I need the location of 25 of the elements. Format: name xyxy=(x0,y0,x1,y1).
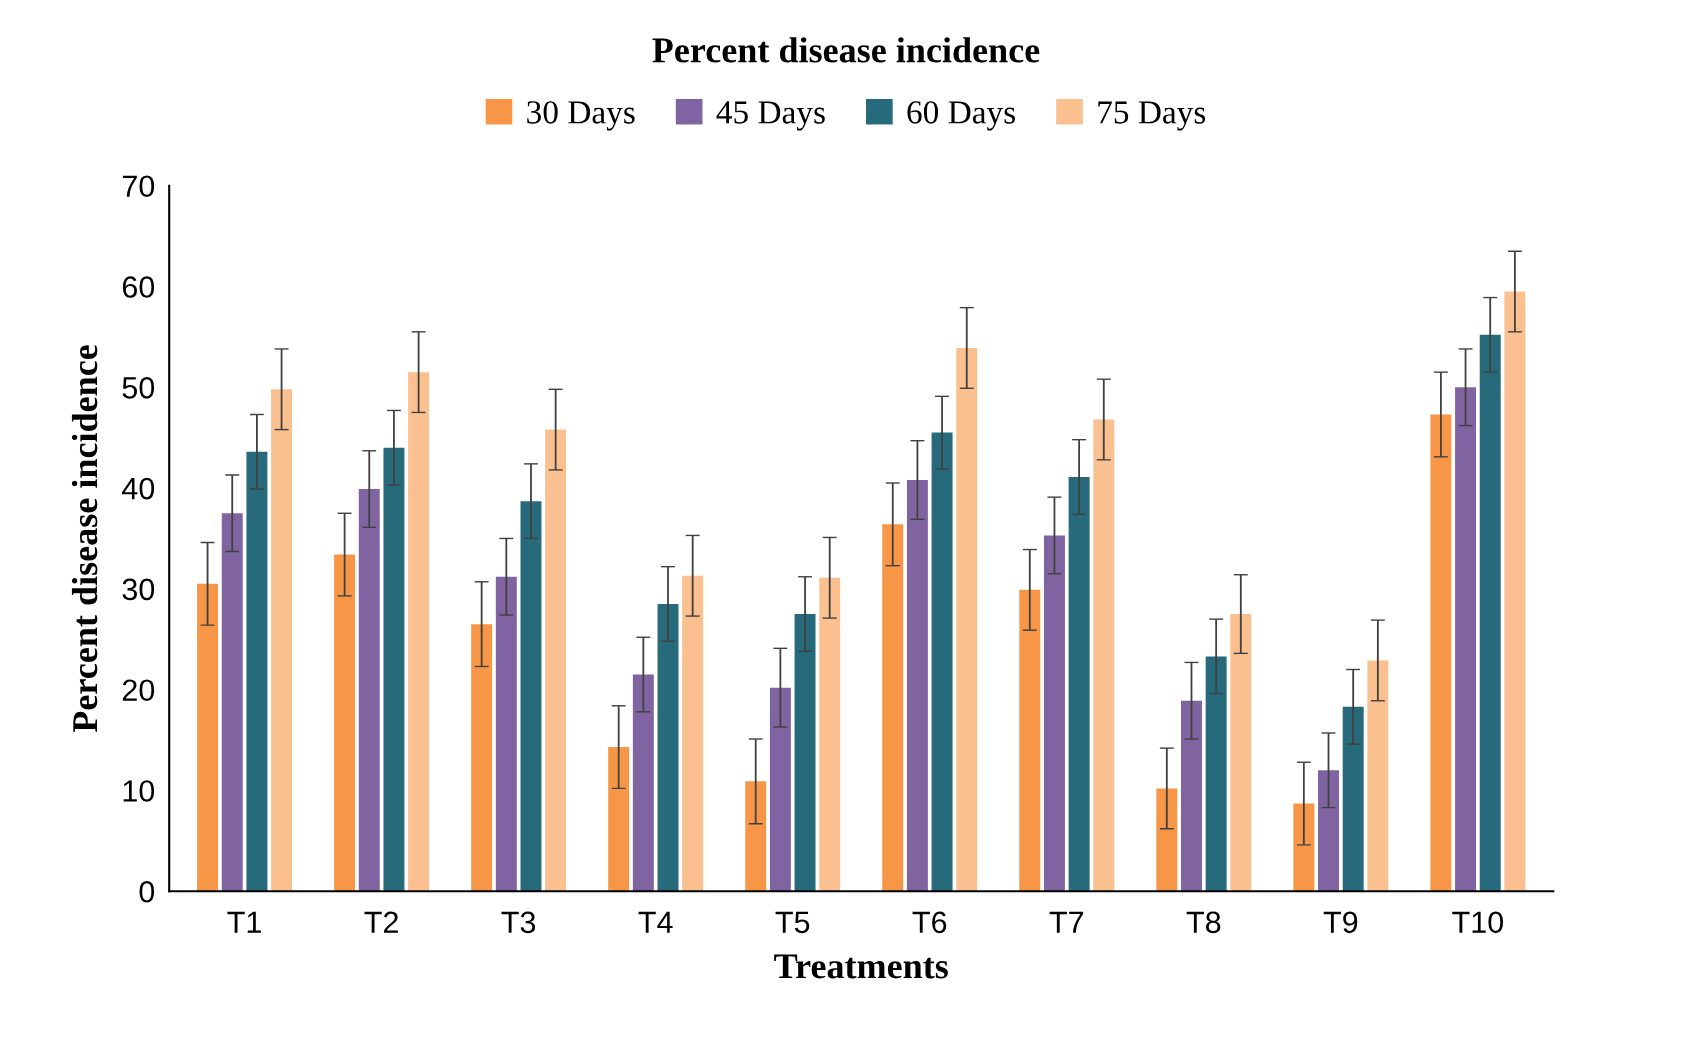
y-tick-label: 40 xyxy=(122,477,155,500)
y-tick-label: 0 xyxy=(139,880,155,903)
y-tick-label: 20 xyxy=(122,679,155,702)
x-tick-label: T6 xyxy=(912,911,947,934)
legend-label: 45 Days xyxy=(716,101,825,131)
legend-label: 60 Days xyxy=(907,101,1015,131)
x-tick-label: T4 xyxy=(638,911,673,933)
y-axis-title: Percent disease incidence xyxy=(71,345,98,733)
x-tick-label: T2 xyxy=(364,911,398,933)
x-axis-title: Treatments xyxy=(774,954,948,979)
x-tick-label: T7 xyxy=(1049,911,1084,933)
x-tick-label: T10 xyxy=(1452,911,1504,934)
x-tick-label: T3 xyxy=(501,911,536,934)
x-tick-label: T9 xyxy=(1323,911,1358,934)
y-tick-label: 10 xyxy=(123,780,155,802)
y-tick-label: 60 xyxy=(122,276,155,298)
chart-title: Percent disease incidence xyxy=(652,37,1040,63)
y-tick-label: 50 xyxy=(122,377,155,399)
legend-label: 75 Days xyxy=(1098,101,1206,131)
y-tick-label: 70 xyxy=(122,175,155,198)
y-tick-label: 30 xyxy=(122,578,155,601)
x-tick-label: T8 xyxy=(1186,911,1221,934)
legend-label: 30 Days xyxy=(527,101,635,131)
x-tick-label: T1 xyxy=(227,911,261,933)
x-tick-label: T5 xyxy=(775,911,810,934)
